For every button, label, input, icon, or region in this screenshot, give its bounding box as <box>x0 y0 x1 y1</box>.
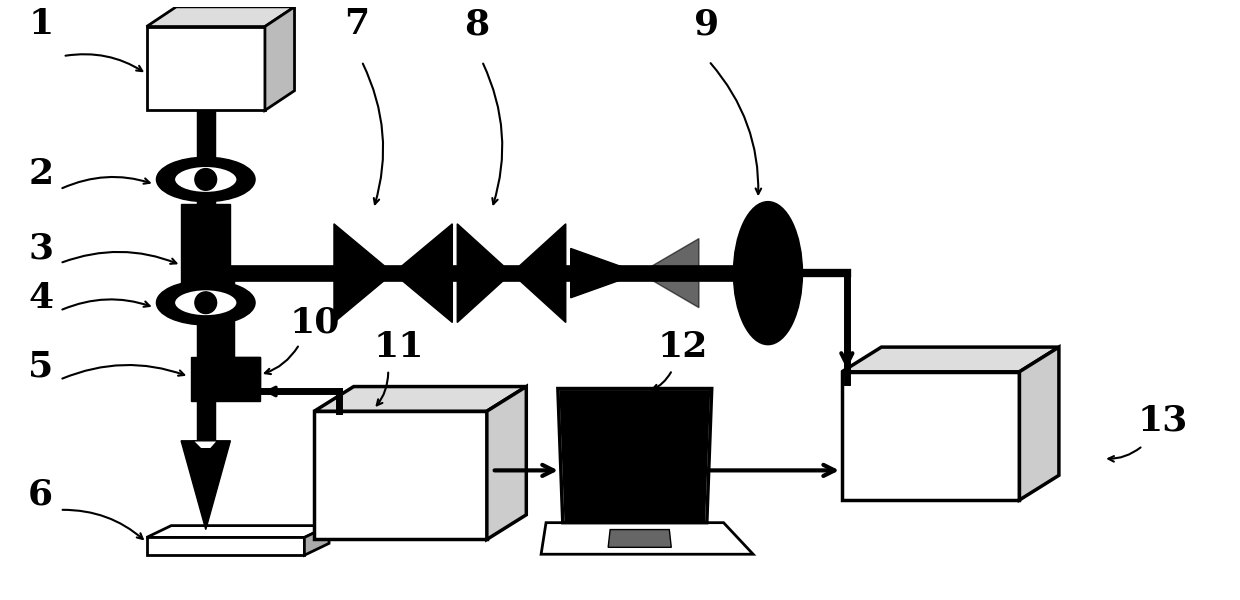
Polygon shape <box>265 7 295 110</box>
Polygon shape <box>146 538 304 555</box>
Polygon shape <box>146 26 265 110</box>
Ellipse shape <box>195 292 217 314</box>
Polygon shape <box>334 224 393 322</box>
Ellipse shape <box>156 157 255 202</box>
Polygon shape <box>842 372 1019 500</box>
Polygon shape <box>146 7 295 26</box>
Ellipse shape <box>156 281 255 325</box>
Text: 11: 11 <box>373 330 424 364</box>
Text: 8: 8 <box>464 7 490 41</box>
Text: 1: 1 <box>29 7 53 41</box>
Text: 12: 12 <box>657 330 708 364</box>
Polygon shape <box>458 224 512 322</box>
Polygon shape <box>146 526 329 538</box>
Text: 13: 13 <box>1138 404 1188 438</box>
Text: 7: 7 <box>343 7 370 41</box>
Polygon shape <box>487 386 526 539</box>
Polygon shape <box>512 224 565 322</box>
Polygon shape <box>314 386 526 411</box>
Ellipse shape <box>195 169 217 190</box>
Text: 10: 10 <box>290 305 340 340</box>
Text: 3: 3 <box>29 232 53 265</box>
Text: 5: 5 <box>29 350 53 383</box>
Ellipse shape <box>174 166 238 193</box>
Ellipse shape <box>733 202 802 344</box>
Polygon shape <box>304 526 329 555</box>
Polygon shape <box>608 530 671 547</box>
Polygon shape <box>640 239 699 308</box>
Polygon shape <box>1019 347 1059 500</box>
Ellipse shape <box>174 289 238 317</box>
Polygon shape <box>193 441 217 449</box>
Polygon shape <box>842 347 1059 372</box>
Polygon shape <box>181 441 231 530</box>
Polygon shape <box>314 411 487 539</box>
Polygon shape <box>226 357 260 391</box>
Polygon shape <box>181 204 231 283</box>
Polygon shape <box>560 391 709 520</box>
Text: 9: 9 <box>694 7 719 41</box>
Text: 6: 6 <box>29 478 53 512</box>
Text: 4: 4 <box>29 281 53 314</box>
Polygon shape <box>393 224 453 322</box>
Polygon shape <box>541 523 753 554</box>
Polygon shape <box>191 357 260 401</box>
Text: 2: 2 <box>29 157 53 191</box>
Polygon shape <box>570 248 640 298</box>
